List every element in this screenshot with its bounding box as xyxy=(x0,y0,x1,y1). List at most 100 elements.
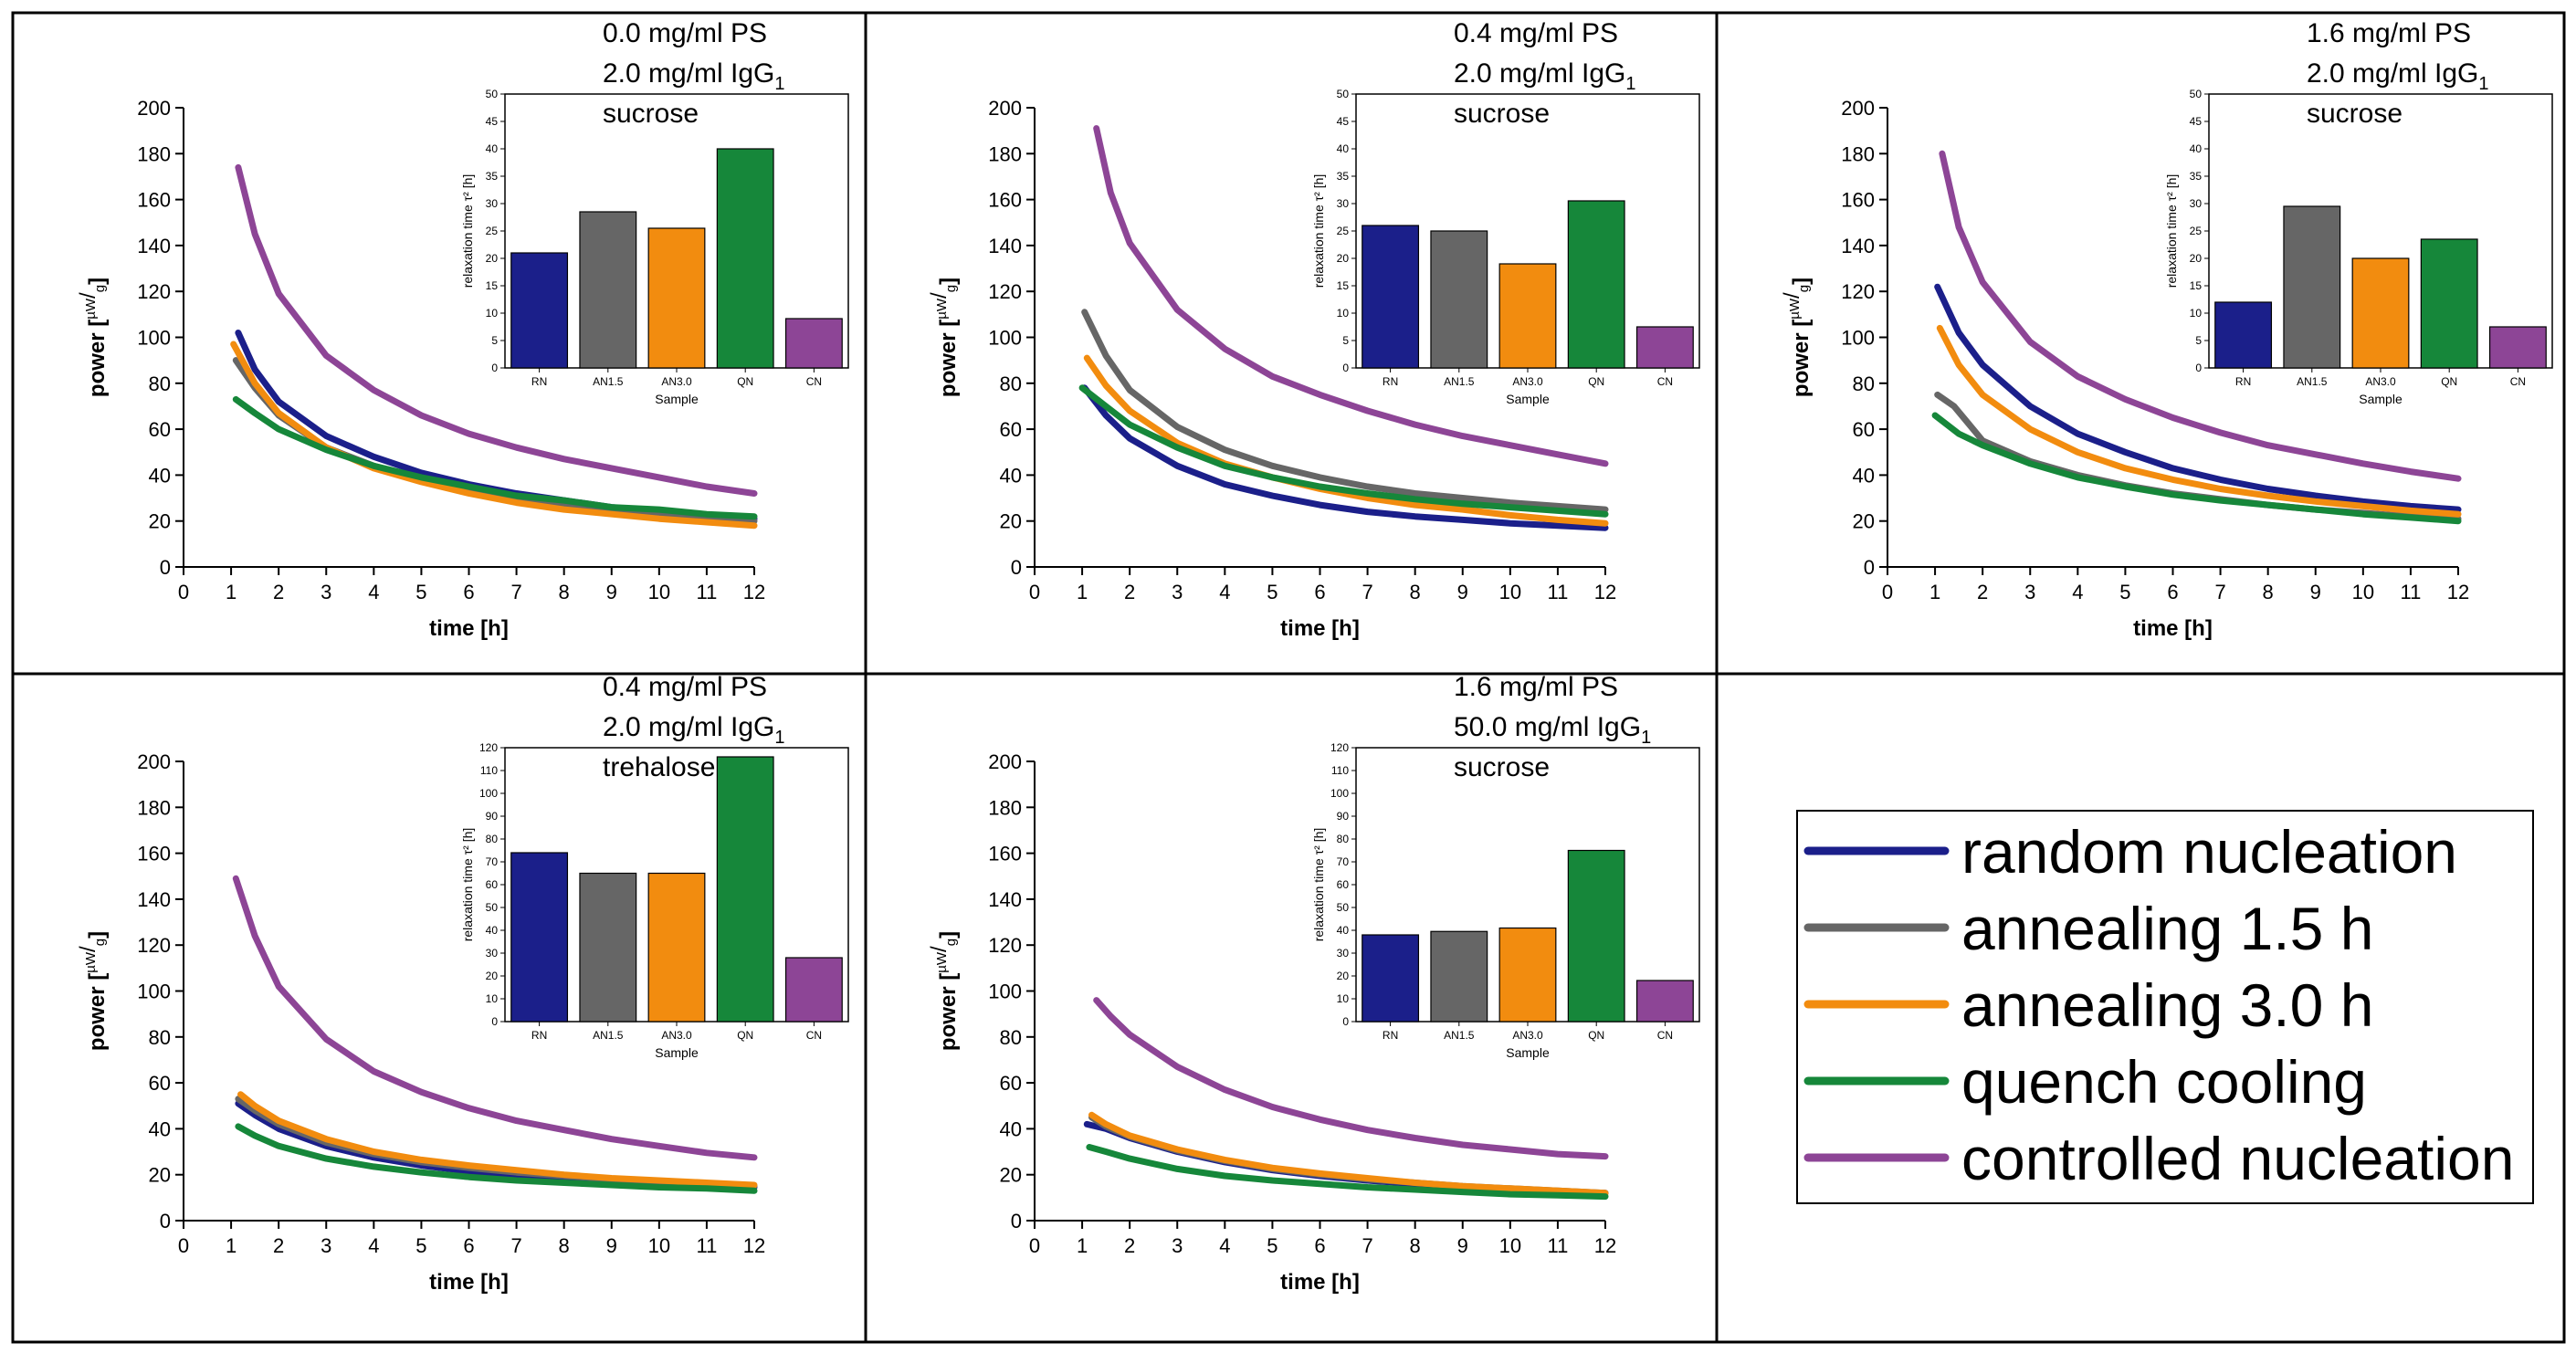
y-tick-label: 100 xyxy=(1841,327,1875,350)
inset-bar-qn xyxy=(2420,238,2478,369)
y-tick-label: 180 xyxy=(988,796,1022,819)
x-axis-label: time [h] xyxy=(2133,616,2213,641)
inset-y-tick-label: 15 xyxy=(2190,279,2203,292)
inset-bar-chart: 0 10 20 30 40 50 60 70 80 90 100 110 120 RN AN1.5 AN3.0… xyxy=(460,741,849,1060)
y-axis-label-slash: / xyxy=(927,292,952,299)
inset-x-axis-label: Sample xyxy=(1506,392,1550,406)
inset-x-tick-label: AN1.5 xyxy=(1444,1029,1475,1042)
annotation-line: sucrose xyxy=(1454,99,1550,129)
y-axis-label: power [µW/g] xyxy=(76,931,110,1051)
inset-bar-an15 xyxy=(579,211,637,369)
y-axis-label-end: ] xyxy=(85,931,110,939)
x-tick-label: 9 xyxy=(1457,581,1468,603)
y-axis-label: power [µW/g] xyxy=(1780,278,1814,397)
x-tick-label: 8 xyxy=(1410,581,1421,603)
inset-bar-cn xyxy=(2488,326,2547,369)
x-tick-label: 11 xyxy=(1547,581,1568,603)
inset-y-tick-label: 5 xyxy=(2195,334,2202,347)
inset-y-tick-label: 10 xyxy=(2190,307,2203,320)
inset-x-axis-label: Sample xyxy=(2359,392,2403,406)
inset-y-tick-label: 10 xyxy=(1337,992,1350,1005)
inset-bar-an15 xyxy=(579,872,637,1023)
annotation-line: sucrose xyxy=(1454,752,1550,782)
x-tick-label: 9 xyxy=(606,581,617,603)
inset-y-axis-label: relaxation time τ² [h] xyxy=(460,828,475,942)
annotation-subscript: 1 xyxy=(1641,728,1651,748)
inset-bar-rn xyxy=(510,252,569,369)
inset-x-tick-label: QN xyxy=(1588,1029,1604,1042)
y-axis-label-main: power [ xyxy=(1789,320,1814,397)
inset-y-tick-label: 0 xyxy=(1342,1015,1349,1028)
y-tick-label: 140 xyxy=(988,235,1022,257)
y-tick-label: 160 xyxy=(988,843,1022,865)
x-tick-label: 2 xyxy=(1124,581,1135,603)
x-tick-label: 5 xyxy=(1267,581,1277,603)
x-tick-label: 12 xyxy=(1594,1234,1616,1257)
inset-y-tick-label: 35 xyxy=(1337,170,1350,183)
inset-y-tick-label: 15 xyxy=(486,279,499,292)
y-tick-label: 40 xyxy=(1000,464,1022,487)
inset-bar-an30 xyxy=(1498,263,1557,369)
inset-y-axis-label: relaxation time τ² [h] xyxy=(460,174,475,288)
x-tick-label: 8 xyxy=(559,1234,570,1257)
inset-bar-an30 xyxy=(2351,257,2410,369)
inset-y-tick-label: 45 xyxy=(1337,115,1350,128)
x-tick-label: 11 xyxy=(696,1234,717,1257)
inset-y-tick-label: 30 xyxy=(1337,947,1350,960)
legend-label-cn: controlled nucleation xyxy=(1961,1125,2514,1192)
inset-y-tick-label: 10 xyxy=(486,992,499,1005)
series-line-an30 xyxy=(230,341,758,530)
y-tick-label: 140 xyxy=(137,888,171,911)
y-tick-label: 80 xyxy=(1853,372,1875,395)
y-tick-label: 40 xyxy=(1853,464,1875,487)
x-tick-label: 2 xyxy=(273,1234,284,1257)
inset-bar-chart: 0 10 20 30 40 50 60 70 80 90 100 110 120 RN AN1.5 AN3.0… xyxy=(1311,741,1700,1060)
inset-x-tick-label: AN1.5 xyxy=(2297,375,2328,388)
inset-bar-qn xyxy=(716,148,774,369)
annotation-text: 2.0 mg/ml IgG xyxy=(603,58,774,89)
inset-x-tick-label: CN xyxy=(2510,375,2526,388)
inset-y-tick-label: 40 xyxy=(486,142,499,155)
inset-bar-cn xyxy=(1635,980,1694,1023)
inset-y-axis-label: relaxation time τ² [h] xyxy=(1311,828,1326,942)
x-tick-label: 4 xyxy=(2072,581,2083,603)
x-tick-label: 4 xyxy=(1219,581,1230,603)
y-tick-label: 0 xyxy=(160,1210,171,1232)
y-axis-label-sub: g xyxy=(943,939,959,946)
inset-y-tick-label: 110 xyxy=(1331,764,1349,777)
annotation-line: 1.6 mg/ml PS xyxy=(2307,18,2471,48)
inset-y-tick-label: 25 xyxy=(2190,225,2203,237)
x-tick-label: 3 xyxy=(321,1234,331,1257)
inset-y-tick-label: 25 xyxy=(1337,225,1350,237)
inset-y-tick-label: 5 xyxy=(1342,334,1349,347)
x-tick-label: 6 xyxy=(463,1234,474,1257)
x-tick-label: 1 xyxy=(1929,581,1940,603)
y-axis-label-slash: / xyxy=(76,946,100,952)
inset-y-tick-label: 0 xyxy=(491,362,498,374)
inset-y-tick-label: 70 xyxy=(486,855,499,868)
x-tick-label: 2 xyxy=(1977,581,1988,603)
y-tick-label: 40 xyxy=(149,1117,171,1140)
inset-y-tick-label: 90 xyxy=(1337,810,1350,823)
y-tick-label: 20 xyxy=(1000,510,1022,533)
x-tick-label: 5 xyxy=(415,581,426,603)
x-tick-label: 6 xyxy=(1314,1234,1325,1257)
series-line-cn xyxy=(232,875,758,1161)
x-tick-label: 11 xyxy=(2400,581,2421,603)
inset-x-tick-label: CN xyxy=(806,375,822,388)
x-tick-label: 7 xyxy=(510,581,521,603)
y-tick-label: 180 xyxy=(137,142,171,165)
inset-x-tick-label: AN3.0 xyxy=(661,1029,692,1042)
annotation-text: sucrose xyxy=(1454,99,1550,129)
series-line-rn xyxy=(1081,384,1609,531)
y-tick-label: 180 xyxy=(137,796,171,819)
inset-y-tick-label: 10 xyxy=(486,307,499,320)
inset-y-tick-label: 70 xyxy=(1337,855,1350,868)
y-tick-label: 120 xyxy=(988,280,1022,303)
inset-y-tick-label: 15 xyxy=(1337,279,1350,292)
inset-x-tick-label: AN3.0 xyxy=(1512,375,1543,388)
x-tick-label: 11 xyxy=(696,581,717,603)
annotation-text: 1.6 mg/ml PS xyxy=(1454,672,1618,702)
